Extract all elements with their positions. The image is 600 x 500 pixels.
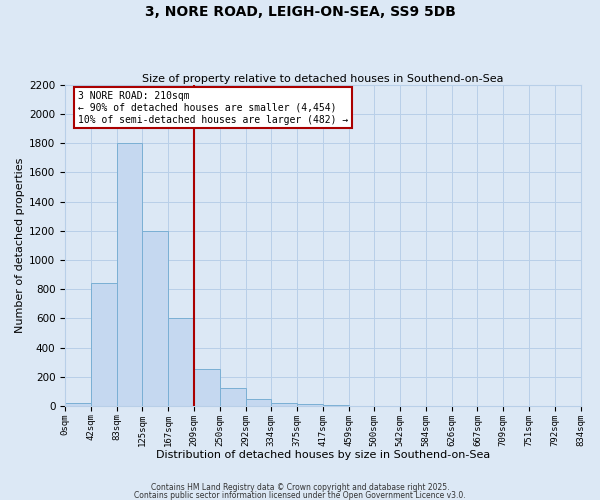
Text: Contains public sector information licensed under the Open Government Licence v3: Contains public sector information licen… [134,490,466,500]
Bar [65,403,91,406]
Text: Contains HM Land Registry data © Crown copyright and database right 2025.: Contains HM Land Registry data © Crown c… [151,483,449,492]
Bar [271,403,297,406]
Bar [323,405,349,406]
Bar [116,143,142,406]
X-axis label: Distribution of detached houses by size in Southend-on-Sea: Distribution of detached houses by size … [155,450,490,460]
Bar [194,370,220,406]
Y-axis label: Number of detached properties: Number of detached properties [15,158,25,333]
Bar [91,284,116,406]
Bar [245,400,271,406]
Bar [297,404,323,406]
Text: 3, NORE ROAD, LEIGH-ON-SEA, SS9 5DB: 3, NORE ROAD, LEIGH-ON-SEA, SS9 5DB [145,5,455,19]
Bar [168,318,194,406]
Title: Size of property relative to detached houses in Southend-on-Sea: Size of property relative to detached ho… [142,74,503,84]
Bar [142,231,168,406]
Text: 3 NORE ROAD: 210sqm
← 90% of detached houses are smaller (4,454)
10% of semi-det: 3 NORE ROAD: 210sqm ← 90% of detached ho… [78,92,348,124]
Bar [220,388,245,406]
